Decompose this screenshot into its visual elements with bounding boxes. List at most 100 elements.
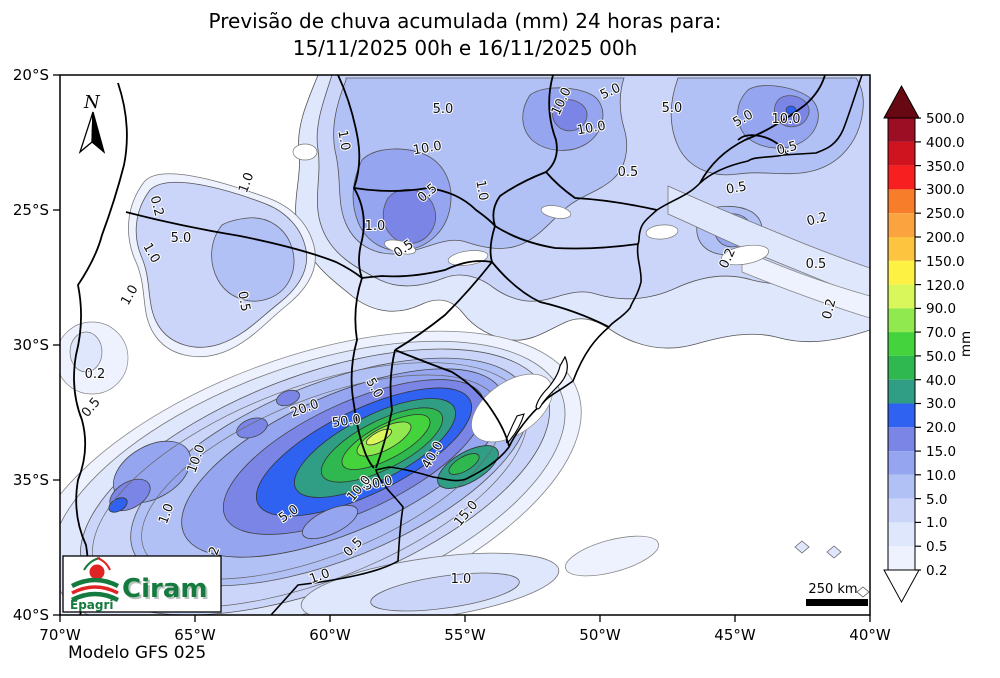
colorbar-segment bbox=[888, 141, 915, 166]
border-pilcomayo bbox=[125, 211, 363, 279]
colorbar-level-label: 90.0 bbox=[926, 301, 956, 317]
contour-label: 0.5 bbox=[618, 165, 639, 180]
border-sp-pr bbox=[545, 171, 658, 211]
contour-label: 0.2 bbox=[820, 297, 840, 321]
border-rs-north bbox=[491, 261, 610, 328]
contour-label: 1.0 bbox=[334, 129, 352, 152]
colorbar-segment bbox=[888, 308, 915, 333]
x-tick-label: 70°W bbox=[39, 626, 81, 644]
y-tick-label: 20°S bbox=[13, 66, 49, 84]
colorbar-level-label: 0.2 bbox=[926, 563, 947, 579]
colorbar-segment bbox=[888, 546, 915, 570]
colorbar-level-label: 70.0 bbox=[926, 325, 956, 341]
title-line-1: Previsão de chuva acumulada (mm) 24 hora… bbox=[208, 9, 722, 33]
border-parana-py bbox=[361, 225, 496, 279]
x-tick-label: 50°W bbox=[579, 626, 621, 644]
x-tick-label: 60°W bbox=[309, 626, 351, 644]
colorbar-level-label: 20.0 bbox=[926, 420, 956, 436]
colorbar-level-label: 0.5 bbox=[926, 539, 947, 555]
scale-bar: 250 km bbox=[806, 582, 870, 606]
contour-label: 1.0 bbox=[365, 219, 386, 234]
colorbar-segment bbox=[888, 237, 915, 261]
epagri-leaf-icon bbox=[96, 557, 111, 571]
figure-title: Previsão de chuva acumulada (mm) 24 hora… bbox=[0, 8, 930, 62]
colorbar-segment bbox=[888, 498, 915, 523]
colorbar-segment bbox=[888, 189, 915, 214]
colorbar-segment bbox=[888, 474, 915, 499]
lagoon-mirim bbox=[505, 413, 525, 444]
contour-hole bbox=[292, 143, 318, 161]
colorbar-over-arrow bbox=[883, 84, 920, 119]
logo-box: Ciram Ciram Epagri bbox=[62, 555, 222, 613]
contour-label: 1.0 bbox=[472, 179, 490, 202]
north-arrow: N bbox=[78, 92, 106, 154]
island-contour bbox=[856, 586, 870, 598]
colorbar-outline bbox=[887, 117, 916, 571]
contour-label: 5.0 bbox=[662, 101, 683, 116]
colorbar-level-label: 50.0 bbox=[926, 349, 956, 365]
contour-label: 5.0 bbox=[171, 231, 192, 246]
colorbar-level-label: 10.0 bbox=[926, 468, 956, 484]
x-tick-label: 45°W bbox=[714, 626, 756, 644]
colorbar-ticks bbox=[915, 117, 921, 571]
contour-label: 0.5 bbox=[725, 179, 748, 197]
colorbar-level-label: 300.0 bbox=[926, 182, 965, 198]
contour-fill-5 bbox=[211, 217, 295, 302]
colorbar-segment bbox=[888, 451, 915, 475]
contour-hole bbox=[471, 373, 553, 443]
colorbar-labels: 500.0 400.0 350.0 300.0 250.0 200.0 150.… bbox=[926, 111, 965, 579]
scale-bar-label: 250 km bbox=[808, 582, 857, 597]
contour-label: 10.0 bbox=[772, 112, 801, 127]
x-tick-label: 40°W bbox=[849, 626, 891, 644]
contour-hole bbox=[645, 224, 679, 240]
epagri-wave-icon bbox=[70, 591, 120, 603]
colorbar-level-label: 30.0 bbox=[926, 396, 956, 412]
colorbar-segment bbox=[888, 118, 915, 142]
logo-frame bbox=[62, 555, 222, 613]
y-tick-label: 35°S bbox=[13, 471, 49, 489]
y-axis-labels: 20°S 25°S 30°S 35°S 40°S bbox=[13, 66, 49, 624]
colorbar-unit-label: mm bbox=[958, 331, 974, 357]
contour-label: 0.5 bbox=[806, 257, 827, 272]
x-tick-label: 55°W bbox=[444, 626, 486, 644]
logo-org: Epagri bbox=[70, 598, 114, 612]
colorbar-level-label: 400.0 bbox=[926, 135, 965, 151]
contour-label: 50.0 bbox=[331, 412, 362, 431]
north-arrow-label: N bbox=[83, 92, 101, 113]
colorbar-segment bbox=[888, 284, 915, 309]
contour-fill-15 bbox=[552, 99, 588, 132]
ocean-patch bbox=[565, 535, 659, 577]
border-br-ar bbox=[394, 261, 493, 351]
contour-label: 10.0 bbox=[412, 139, 443, 159]
colorbar-level-label: 120.0 bbox=[926, 278, 965, 294]
colorbar-level-label: 200.0 bbox=[926, 230, 965, 246]
logo-brand: Ciram bbox=[122, 574, 207, 604]
colorbar-segment bbox=[888, 165, 915, 190]
border-br-uy bbox=[394, 349, 510, 447]
colorbar-segment bbox=[888, 332, 915, 356]
contour-label: 0.5 bbox=[775, 139, 799, 159]
colorbar-level-label: 1.0 bbox=[926, 515, 947, 531]
border-pr-sc bbox=[494, 225, 639, 250]
colorbar-level-label: 350.0 bbox=[926, 159, 965, 175]
epagri-wave-icon bbox=[70, 577, 120, 589]
colorbar-level-label: 15.0 bbox=[926, 444, 956, 460]
border-parana-upper bbox=[492, 75, 558, 227]
colorbar-segment bbox=[888, 522, 915, 547]
coastline bbox=[270, 75, 863, 615]
epagri-sun-icon bbox=[89, 564, 105, 580]
border-ar-uy bbox=[375, 349, 396, 469]
x-axis-labels: 70°W 65°W 60°W 55°W 50°W 45°W 40°W bbox=[39, 626, 891, 644]
colorbar-level-label: 500.0 bbox=[926, 111, 965, 127]
precipitation-field: 1.0 5.0 10.0 10.0 5.0 10.0 5.0 5.0 10.0 … bbox=[60, 75, 870, 615]
contour-fill-20 bbox=[785, 105, 797, 115]
contour-label: 30.0 bbox=[363, 473, 394, 494]
colorbar-segment bbox=[888, 403, 915, 428]
ocean-patch bbox=[370, 572, 520, 612]
border-paraguay-ne bbox=[353, 187, 496, 227]
colorbar-level-label: 40.0 bbox=[926, 373, 956, 389]
model-caption: Modelo GFS 025 bbox=[68, 643, 207, 663]
colorbar: 500.0 400.0 350.0 300.0 250.0 200.0 150.… bbox=[883, 84, 974, 604]
